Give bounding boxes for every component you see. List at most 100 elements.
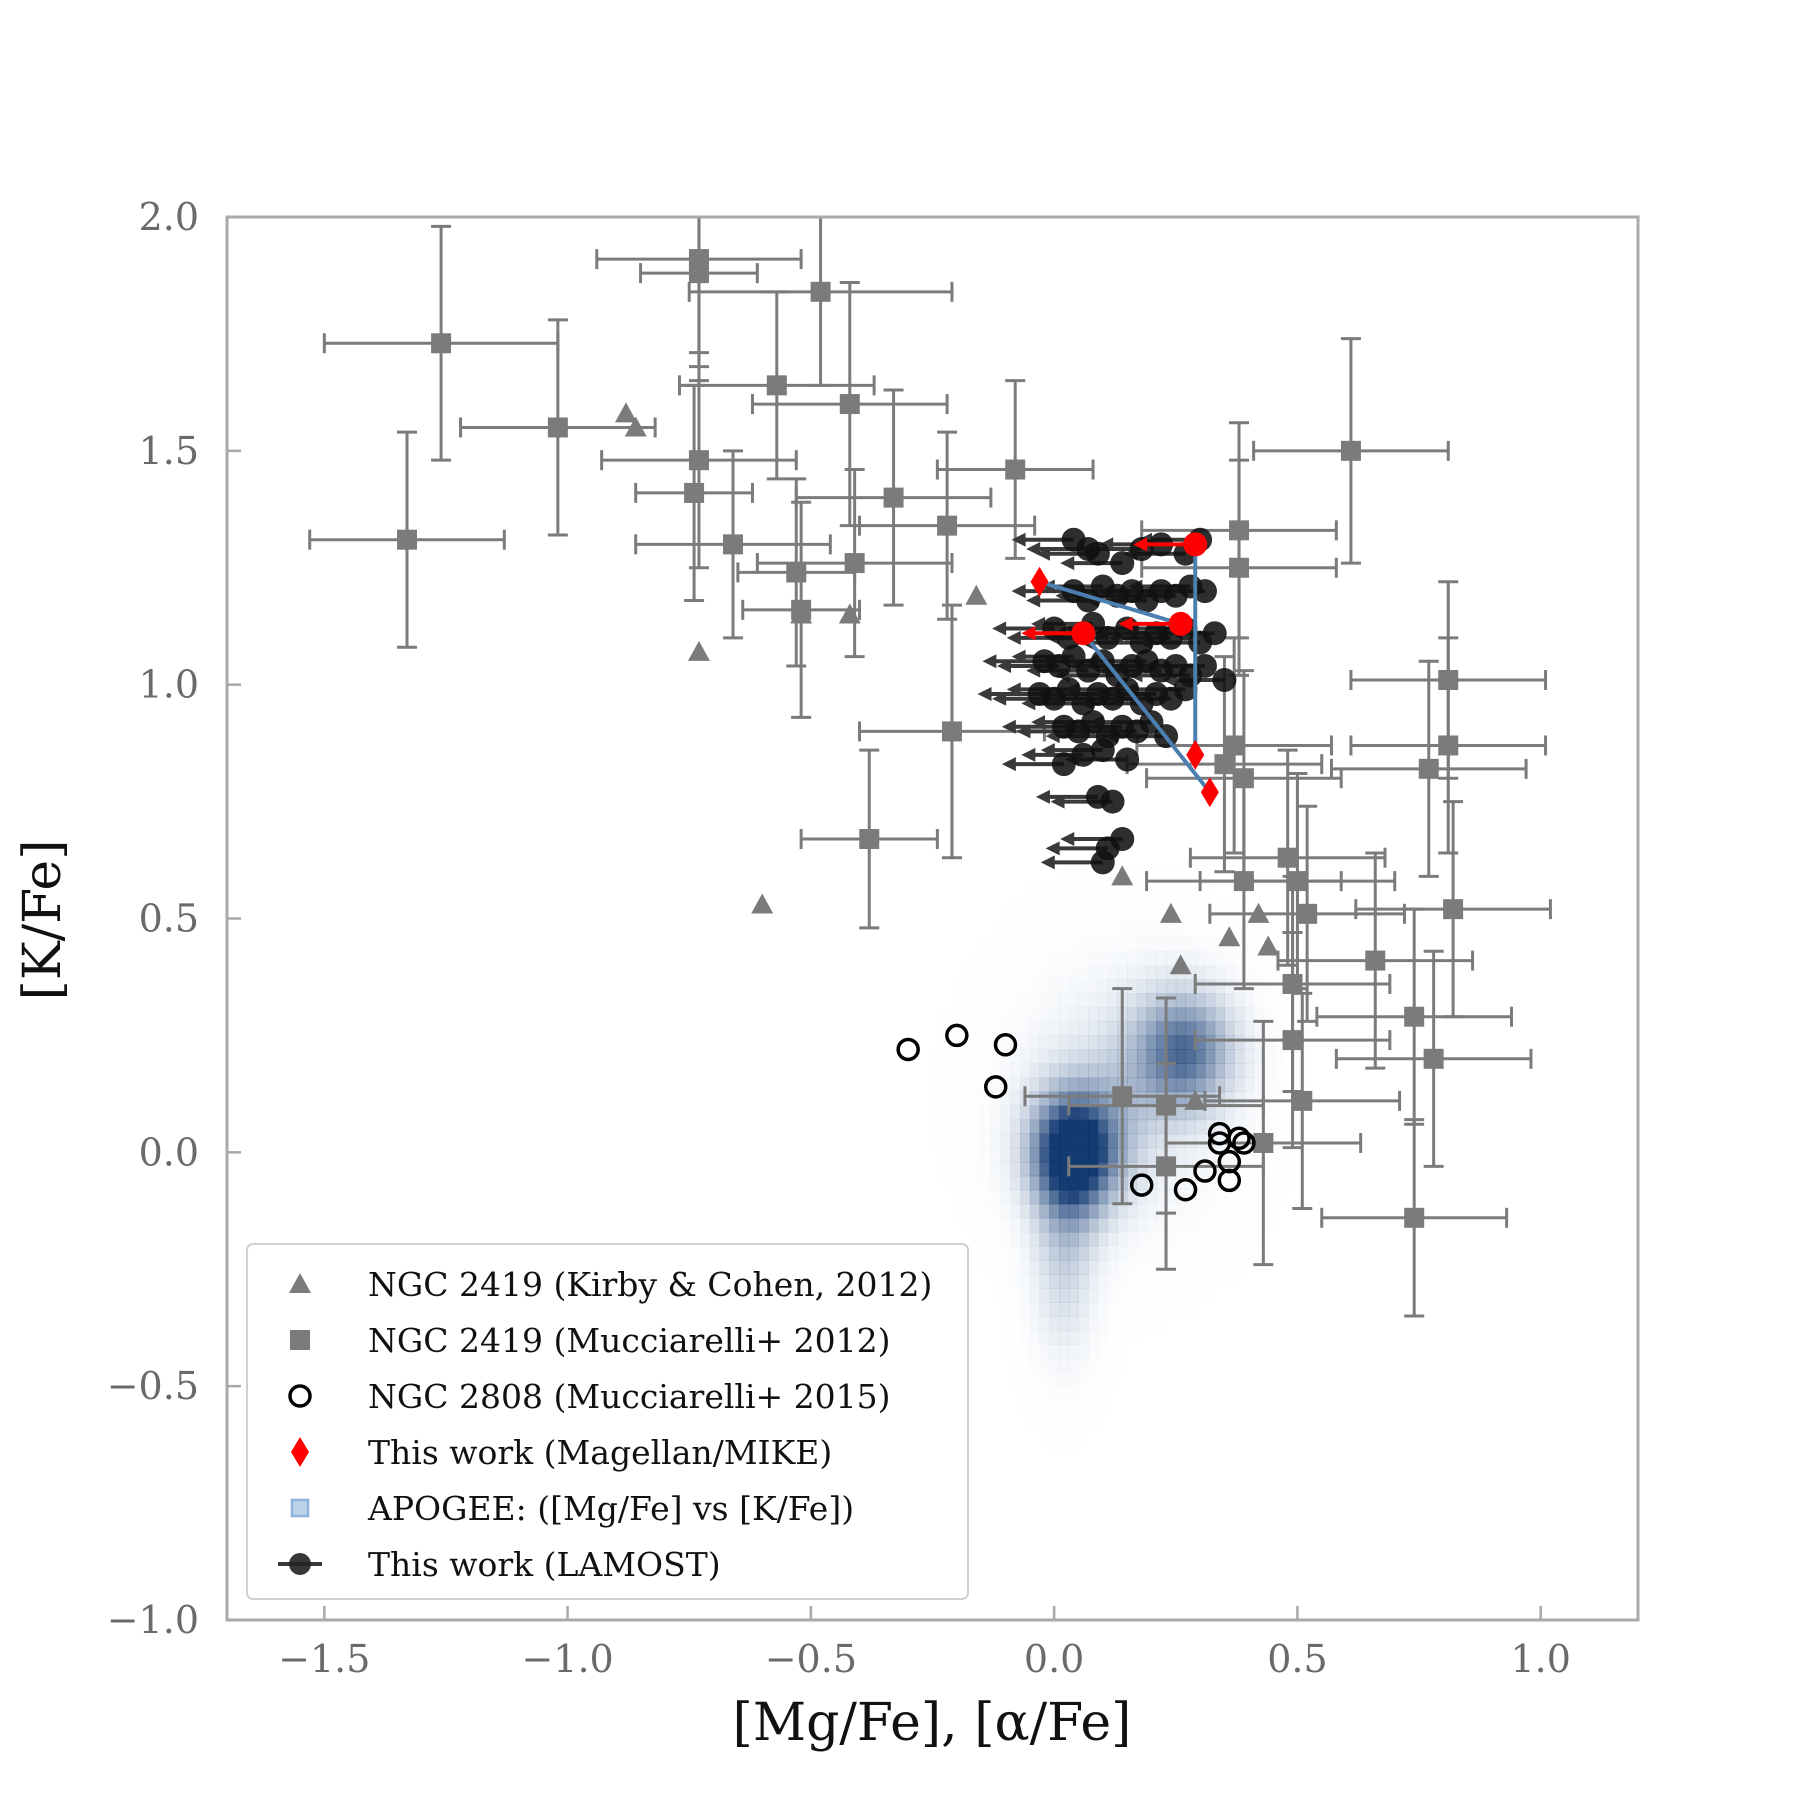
apogee-density-cell (1282, 1175, 1294, 1191)
apogee-density-cell (932, 1133, 943, 1149)
apogee-density-cell (1068, 1372, 1079, 1387)
legend-box (246, 1243, 969, 1600)
apogee-density-cell (1107, 1372, 1118, 1387)
apogee-density-cell (1214, 1245, 1225, 1261)
apogee-density-cell (1273, 1161, 1284, 1177)
apogee-density-cell (1185, 1021, 1196, 1036)
apogee-density-cell (1107, 1119, 1118, 1135)
apogee-density-cell (971, 1175, 982, 1191)
apogee-density-cell (1156, 1316, 1167, 1331)
apogee-density-cell (1253, 1189, 1264, 1205)
apogee-density-cell (1107, 951, 1118, 966)
apogee-density-cell (971, 1203, 982, 1219)
apogee-density-cell (942, 1035, 953, 1050)
apogee-density-cell (1039, 1428, 1050, 1443)
error-bars-layer (308, 217, 1552, 1318)
apogee-density-cell (1020, 1049, 1031, 1064)
apogee-density-cell (1185, 1007, 1196, 1022)
apogee-density-cell (1136, 1302, 1148, 1317)
apogee-density-cell (1195, 1021, 1206, 1036)
apogee-density-cell (1068, 895, 1079, 910)
apogee-density-cell (1263, 1091, 1274, 1107)
apogee-density-cell (1214, 1217, 1225, 1233)
apogee-density-cell (1234, 923, 1245, 938)
apogee-density-cell (1224, 1175, 1235, 1191)
apogee-density-cell (1205, 1035, 1216, 1050)
apogee-density-cell (1117, 1245, 1128, 1261)
apogee-density-cell (1059, 1007, 1070, 1022)
y-tick-label: −1.0 (107, 1598, 199, 1642)
apogee-density-cell (1253, 1161, 1264, 1177)
apogee-density-cell (1117, 951, 1128, 966)
apogee-density-cell (1175, 1049, 1187, 1064)
apogee-density-cell (1020, 1105, 1031, 1121)
apogee-density-cell (1107, 1302, 1118, 1317)
apogee-density-cell (1078, 1273, 1089, 1289)
mucciarelli-2012-square (941, 721, 962, 742)
apogee-density-cell (942, 1063, 953, 1079)
lamost-arrow-head (1011, 649, 1026, 664)
apogee-density-cell (1175, 1217, 1187, 1233)
apogee-density-cell (1146, 993, 1157, 1008)
apogee-density-cell (1020, 1231, 1031, 1247)
legend-density-icon (290, 1498, 310, 1518)
apogee-density-cell (1185, 1273, 1196, 1289)
apogee-density-cell (1068, 965, 1079, 980)
apogee-density-cell (971, 951, 982, 966)
apogee-density-cell (1000, 1217, 1011, 1233)
apogee-density-cell (1234, 993, 1245, 1008)
apogee-density-cell (1146, 923, 1157, 938)
apogee-density-cell (1029, 1203, 1041, 1219)
apogee-density-cell (1010, 1273, 1021, 1289)
apogee-density-cell (1166, 1077, 1177, 1093)
apogee-density-cell (1166, 867, 1177, 882)
apogee-density-cell (1195, 951, 1206, 966)
apogee-density-cell (1185, 909, 1196, 924)
apogee-density-cell (1097, 1288, 1109, 1303)
apogee-density-cell (1166, 1203, 1177, 1219)
apogee-density-cell (1029, 1414, 1041, 1429)
apogee-density-cell (1117, 1203, 1128, 1219)
apogee-density-cell (1097, 1330, 1109, 1345)
apogee-density-cell (1078, 1400, 1089, 1415)
apogee-density-cell (1107, 1105, 1118, 1121)
apogee-density-cell (1117, 1231, 1128, 1247)
apogee-density-cell (1059, 1245, 1070, 1261)
apogee-density-cell (1224, 1189, 1235, 1205)
apogee-density-cell (1127, 1077, 1138, 1093)
apogee-density-cell (1000, 979, 1011, 994)
apogee-density-cell (981, 1049, 992, 1064)
apogee-density-cell (1175, 1175, 1187, 1191)
apogee-density-cell (1136, 1231, 1148, 1247)
apogee-density-cell (1175, 1105, 1187, 1121)
apogee-density-cell (1029, 1288, 1041, 1303)
apogee-density-cell (981, 1161, 992, 1177)
apogee-density-cell (1078, 895, 1089, 910)
y-tick-label: 0.0 (139, 1130, 199, 1174)
apogee-density-cell (1010, 1147, 1021, 1163)
apogee-density-cell (1068, 1428, 1079, 1443)
apogee-density-cell (1097, 1400, 1109, 1415)
mucciarelli-2012-square (397, 529, 418, 550)
apogee-density-cell (1224, 1077, 1235, 1093)
apogee-density-cell (1039, 1147, 1050, 1163)
apogee-density-cell (1059, 1273, 1070, 1289)
apogee-density-cell (1020, 965, 1031, 980)
apogee-density-cell (971, 1161, 982, 1177)
apogee-density-cell (1097, 1147, 1109, 1163)
kirby-cohen-triangle (1247, 902, 1270, 923)
apogee-density-cell (1136, 895, 1148, 910)
mucciarelli-2012-square (1287, 871, 1308, 892)
apogee-density-cell (1214, 1105, 1225, 1121)
apogee-density-cell (1156, 1273, 1167, 1289)
apogee-density-cell (1127, 1245, 1138, 1261)
apogee-density-cell (990, 1175, 1002, 1191)
apogee-density-cell (1049, 993, 1060, 1008)
apogee-density-cell (1127, 979, 1138, 994)
apogee-density-cell (1000, 1175, 1011, 1191)
apogee-density-cell (1088, 1259, 1099, 1275)
apogee-density-cell (1068, 909, 1079, 924)
apogee-density-cell (990, 1245, 1002, 1261)
apogee-density-cell (1136, 1245, 1148, 1261)
apogee-density-cell (1029, 1245, 1041, 1261)
